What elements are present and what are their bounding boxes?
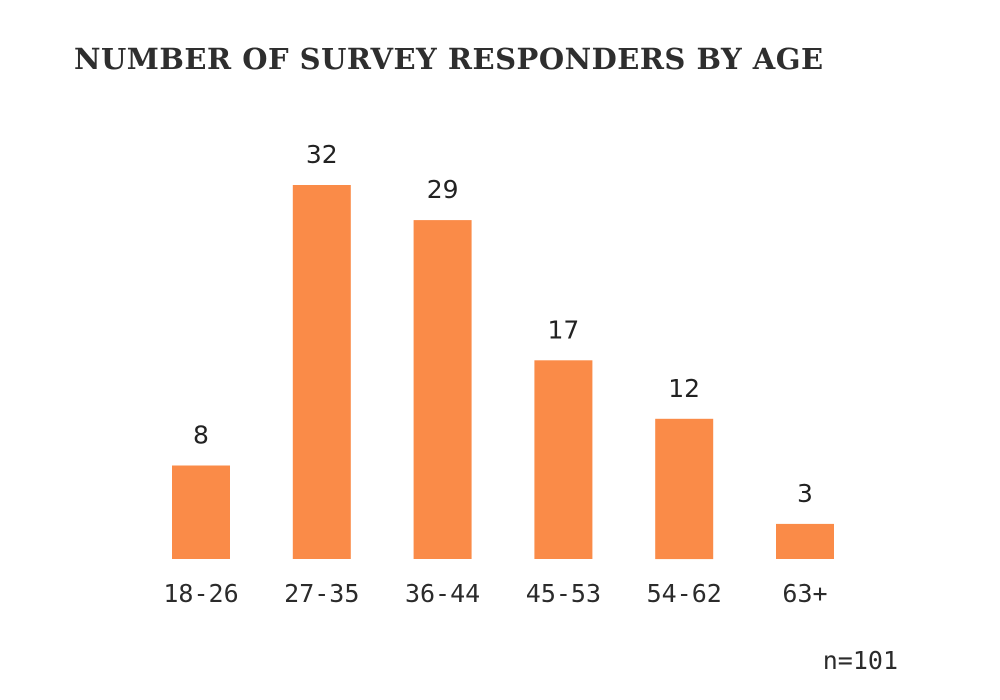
x-tick-label-27-35: 27-35 — [284, 579, 359, 608]
bar-45-53 — [534, 360, 593, 559]
x-tick-label-45-53: 45-53 — [526, 579, 601, 608]
bar-27-35 — [292, 185, 351, 559]
x-tick-label-63+: 63+ — [782, 579, 827, 608]
value-label-54-62: 12 — [668, 374, 700, 403]
value-label-45-53: 17 — [547, 315, 579, 344]
x-tick-label-36-44: 36-44 — [405, 579, 480, 608]
bar-63+ — [776, 523, 834, 559]
bars-group — [172, 185, 834, 560]
value-label-27-35: 32 — [306, 140, 338, 169]
value-label-63+: 3 — [797, 479, 813, 508]
x-axis-tick-labels: 18-26 27-35 36-44 45-53 54-62 63+ — [163, 579, 827, 608]
value-label-36-44: 29 — [427, 175, 459, 204]
bar-54-62 — [655, 418, 714, 560]
bar-36-44 — [413, 220, 472, 559]
x-tick-label-18-26: 18-26 — [163, 579, 238, 608]
value-label-18-26: 8 — [193, 421, 209, 450]
chart-title: NUMBER OF SURVEY RESPONDERS BY AGE — [74, 42, 824, 76]
x-tick-label-54-62: 54-62 — [647, 579, 722, 608]
value-labels-group: 8 32 29 17 12 3 — [193, 140, 813, 508]
bar-18-26 — [172, 465, 230, 559]
sample-size-note: n=101 — [822, 646, 898, 675]
